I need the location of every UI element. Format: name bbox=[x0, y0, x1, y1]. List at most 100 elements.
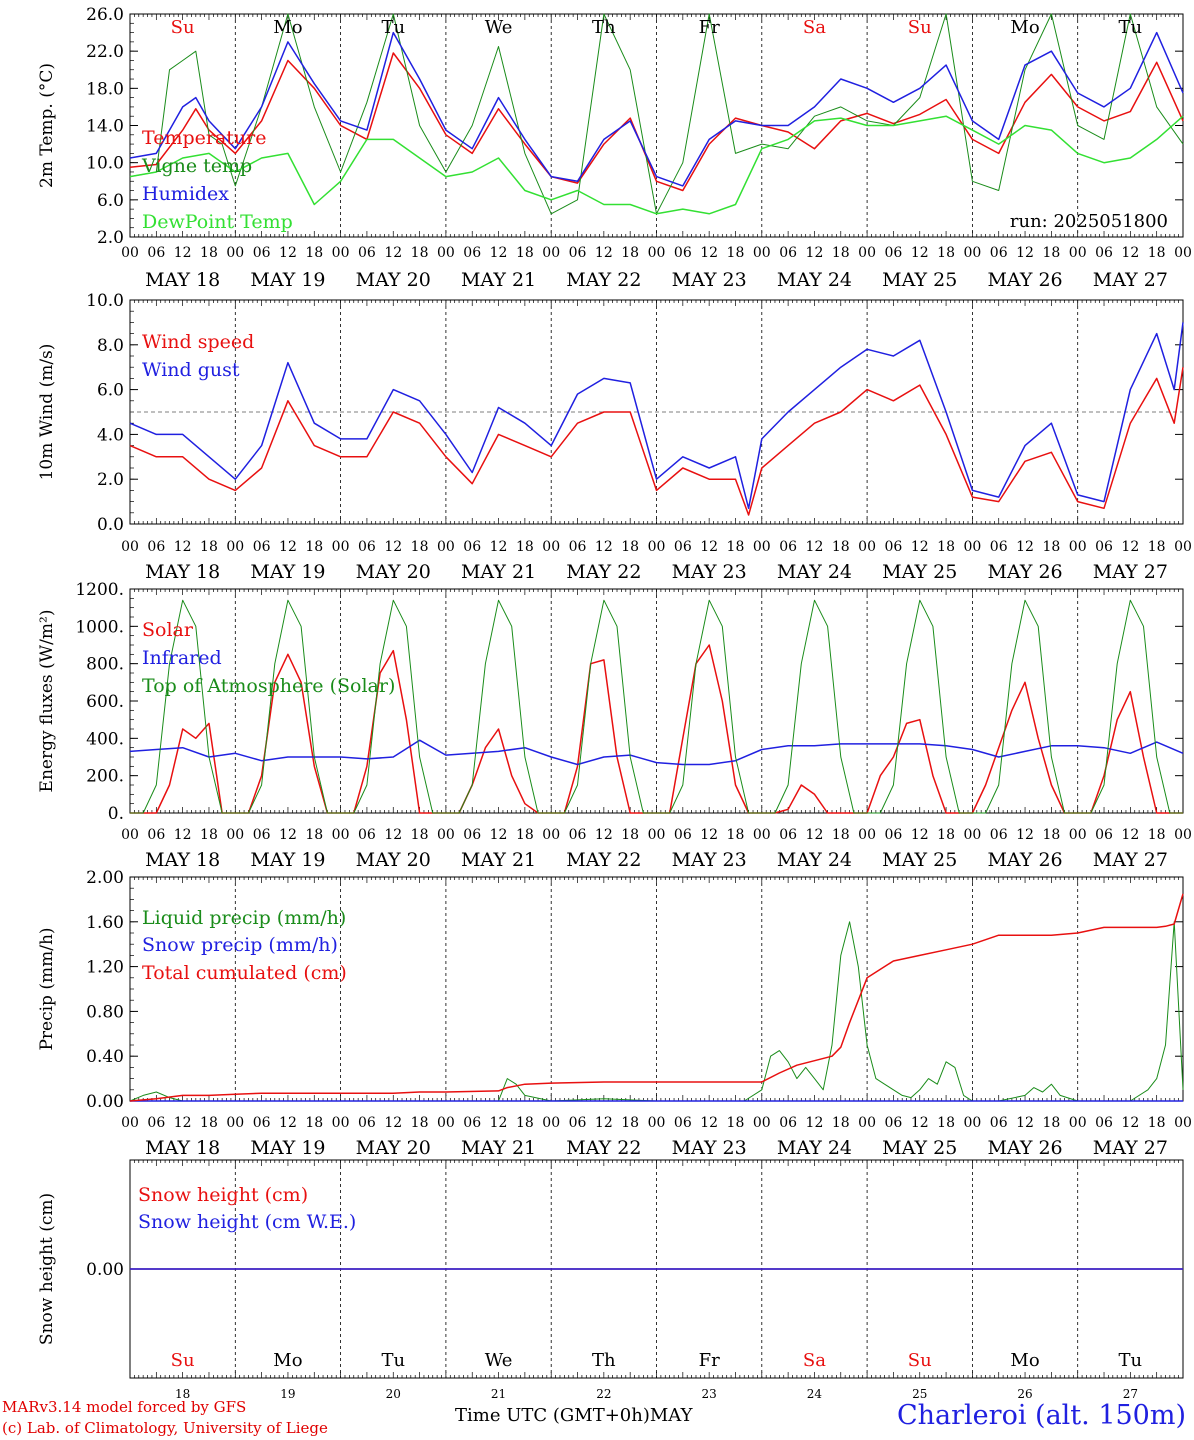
panel-temp: 2.0 6.0 10.0 14.0 18.0 22.0 26.0 2m Temp. (°C) T… bbox=[37, 5, 1192, 291]
hour-label: 18 bbox=[200, 1115, 218, 1131]
hour-label: 12 bbox=[174, 1115, 192, 1131]
date-label: MAY 18 bbox=[145, 561, 220, 583]
hour-label: 18 bbox=[411, 539, 429, 555]
hour-label: 12 bbox=[595, 1115, 613, 1131]
hour-label: 00 bbox=[753, 1115, 771, 1131]
hour-label: 12 bbox=[1016, 827, 1034, 843]
hour-label: 12 bbox=[911, 827, 929, 843]
hour-label: 06 bbox=[990, 539, 1008, 555]
date-label: MAY 21 bbox=[461, 561, 536, 583]
hour-label: 12 bbox=[700, 245, 718, 261]
hour-label: 18 bbox=[621, 245, 639, 261]
hour-label: 18 bbox=[727, 1115, 745, 1131]
y-tick-label: 10.0 bbox=[86, 291, 124, 311]
hour-label: 12 bbox=[911, 245, 929, 261]
hour-label: 00 bbox=[542, 827, 560, 843]
hour-label: 18 bbox=[621, 827, 639, 843]
hour-label: 06 bbox=[1095, 539, 1113, 555]
hour-label: 06 bbox=[253, 245, 271, 261]
hour-label: 12 bbox=[384, 827, 402, 843]
hour-label: 18 bbox=[200, 827, 218, 843]
hour-label: 06 bbox=[990, 827, 1008, 843]
date-label: MAY 21 bbox=[461, 269, 536, 291]
hour-label: 00 bbox=[226, 245, 244, 261]
hour-label: 00 bbox=[437, 539, 455, 555]
date-label: MAY 26 bbox=[987, 561, 1062, 583]
day-number: 24 bbox=[807, 1387, 823, 1401]
hour-label: 18 bbox=[832, 245, 850, 261]
hour-label: 06 bbox=[147, 1115, 165, 1131]
day-name: We bbox=[485, 1350, 513, 1371]
legend-entry: Solar bbox=[142, 619, 194, 641]
legend-entry: Snow precip (mm/h) bbox=[142, 934, 338, 956]
hour-label: 06 bbox=[253, 1115, 271, 1131]
panel-frame bbox=[129, 588, 1184, 814]
hour-label: 00 bbox=[542, 1115, 560, 1131]
hour-label: 00 bbox=[753, 245, 771, 261]
date-label: MAY 19 bbox=[250, 849, 325, 871]
date-label: MAY 23 bbox=[672, 849, 747, 871]
legend-entry: Wind gust bbox=[142, 359, 240, 381]
legend-entry: Infrared bbox=[142, 647, 222, 669]
date-label: MAY 25 bbox=[882, 561, 957, 583]
panel-energy: 0. 200. 400. 600. 800. 1000. 1200. Energy fluxe… bbox=[37, 580, 1192, 871]
hour-label: 00 bbox=[648, 245, 666, 261]
date-label: MAY 27 bbox=[1093, 849, 1168, 871]
hour-label: 00 bbox=[226, 1115, 244, 1131]
hour-label: 18 bbox=[516, 245, 534, 261]
hour-label: 12 bbox=[1121, 827, 1139, 843]
hour-label: 18 bbox=[1148, 539, 1166, 555]
hour-label: 12 bbox=[174, 539, 192, 555]
legend-entry: Snow height (cm W.E.) bbox=[138, 1211, 356, 1233]
hour-label: 00 bbox=[858, 539, 876, 555]
legend-entry: Temperature bbox=[142, 127, 266, 149]
hour-label: 12 bbox=[384, 539, 402, 555]
legend-entry: Wind speed bbox=[142, 331, 254, 353]
hour-label: 18 bbox=[305, 245, 323, 261]
hour-label: 18 bbox=[832, 1115, 850, 1131]
y-tick-label: 0.0 bbox=[97, 515, 124, 535]
y-tick-label: 1.60 bbox=[86, 913, 124, 933]
hour-label: 06 bbox=[569, 539, 587, 555]
y-tick-label: 800. bbox=[86, 655, 124, 675]
day-number: 20 bbox=[386, 1387, 401, 1401]
series-line-infrared bbox=[129, 739, 1184, 766]
date-label: MAY 27 bbox=[1093, 269, 1168, 291]
hour-label: 18 bbox=[727, 539, 745, 555]
hour-label: 06 bbox=[463, 827, 481, 843]
series-line-humidex bbox=[129, 31, 1184, 187]
hour-label: 00 bbox=[1069, 827, 1087, 843]
hour-label: 12 bbox=[700, 827, 718, 843]
legend-entry: Snow height (cm) bbox=[138, 1184, 308, 1206]
series-line-top-of-atmosphere-solar bbox=[130, 599, 1183, 814]
day-name: Th bbox=[592, 17, 616, 38]
hour-label: 12 bbox=[490, 1115, 508, 1131]
month-label: MAY bbox=[649, 1405, 693, 1426]
hour-label: 06 bbox=[358, 245, 376, 261]
date-label: MAY 26 bbox=[987, 849, 1062, 871]
day-name: Fr bbox=[699, 17, 720, 38]
hour-label: 12 bbox=[490, 245, 508, 261]
hour-label: 12 bbox=[490, 539, 508, 555]
hour-label: 06 bbox=[147, 539, 165, 555]
hour-label: 18 bbox=[305, 1115, 323, 1131]
hour-label: 00 bbox=[121, 827, 139, 843]
date-label: MAY 23 bbox=[672, 1137, 747, 1159]
y-tick-label: 6.0 bbox=[97, 191, 124, 211]
day-name: Mo bbox=[273, 1350, 302, 1371]
hour-label: 06 bbox=[885, 245, 903, 261]
hour-label: 12 bbox=[911, 539, 929, 555]
hour-label: 06 bbox=[1095, 1115, 1113, 1131]
hour-label: 18 bbox=[1148, 1115, 1166, 1131]
day-number: 25 bbox=[912, 1387, 927, 1401]
panel-wind: 0.0 2.0 4.0 6.0 8.0 10.0 10m Wind (m/s) Wind sp… bbox=[37, 291, 1192, 583]
hour-label: 18 bbox=[937, 245, 955, 261]
legend-entry: Humidex bbox=[142, 183, 229, 205]
series-line-dewpoint-temp bbox=[129, 115, 1184, 215]
hour-label: 06 bbox=[674, 1115, 692, 1131]
hour-label: 06 bbox=[463, 539, 481, 555]
hour-label: 06 bbox=[674, 539, 692, 555]
hour-label: 00 bbox=[542, 539, 560, 555]
hour-label: 06 bbox=[569, 245, 587, 261]
day-name: Sa bbox=[803, 1350, 826, 1371]
